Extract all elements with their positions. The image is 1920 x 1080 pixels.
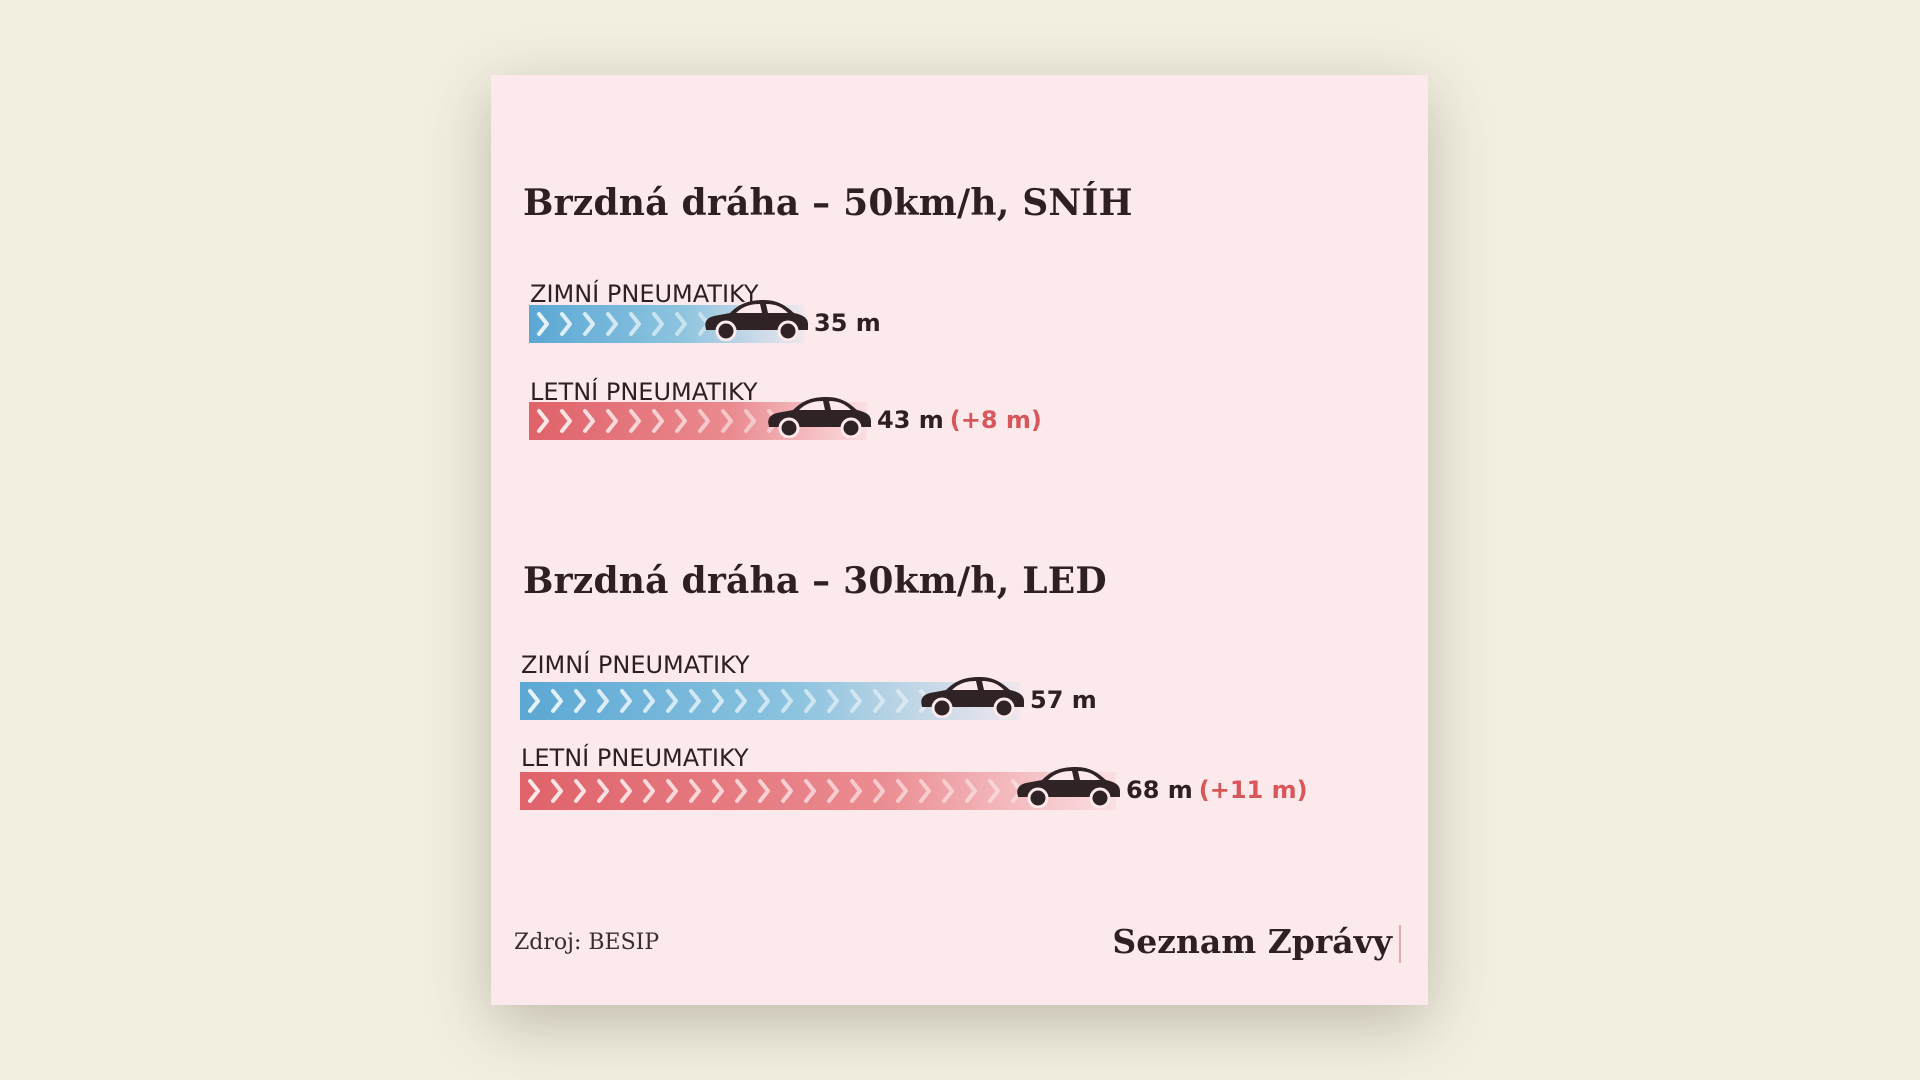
value-label: 35 m [814, 309, 881, 337]
chevron-icon [528, 779, 1023, 803]
value-label: 68 m (+11 m) [1126, 776, 1308, 804]
value-text: 68 m [1126, 776, 1193, 804]
car-icon [765, 394, 873, 443]
category-label: LETNÍ PNEUMATIKY [521, 744, 749, 772]
difference-label: (+11 m) [1198, 776, 1308, 804]
chart-title-ice: Brzdná dráha – 30km/h, LED [523, 560, 1107, 602]
category-label: ZIMNÍ PNEUMATIKY [530, 280, 759, 308]
value-label: 43 m (+8 m) [877, 406, 1042, 434]
difference-label: (+8 m) [949, 406, 1042, 434]
brand-logo: Seznam Zprávy [1112, 922, 1392, 961]
value-label: 57 m [1030, 686, 1097, 714]
category-label: ZIMNÍ PNEUMATIKY [521, 651, 750, 679]
chart-title-snow: Brzdná dráha – 50km/h, SNÍH [523, 182, 1133, 224]
summer-tire-bar [520, 772, 1116, 810]
chevron-icon [528, 689, 931, 713]
brand-divider [1399, 925, 1401, 963]
value-text: 35 m [814, 309, 881, 337]
source-note: Zdroj: BESIP [514, 930, 660, 955]
value-text: 57 m [1030, 686, 1097, 714]
category-label: LETNÍ PNEUMATIKY [530, 378, 758, 406]
infographic-card: Brzdná dráha – 50km/h, SNÍH ZIMNÍ PNEUMA… [491, 75, 1428, 1005]
value-text: 43 m [877, 406, 944, 434]
car-icon [702, 297, 810, 346]
car-icon [1014, 764, 1122, 813]
car-icon [918, 674, 1026, 723]
